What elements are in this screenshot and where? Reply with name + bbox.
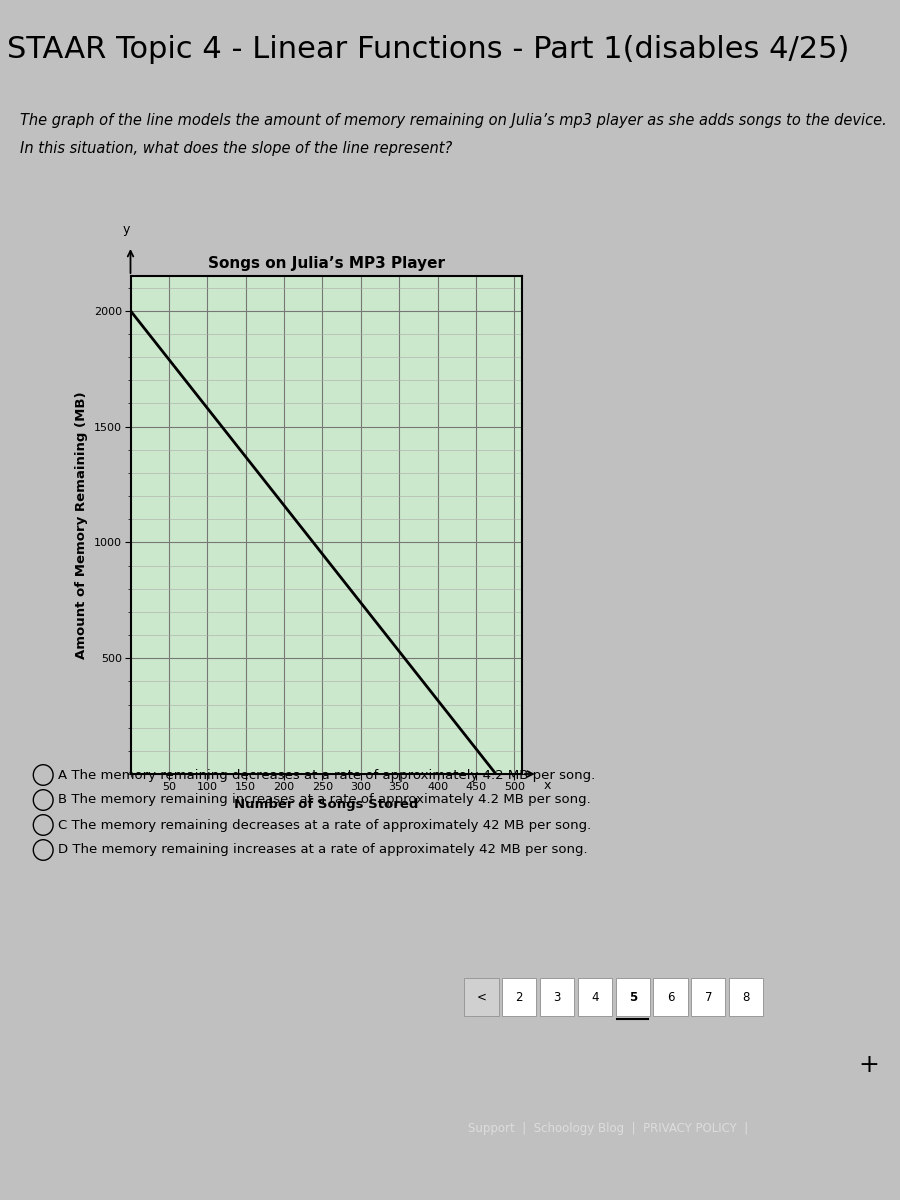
Text: 7: 7 (705, 991, 712, 1003)
Text: C The memory remaining decreases at a rate of approximately 42 MB per song.: C The memory remaining decreases at a ra… (58, 818, 592, 832)
Title: Songs on Julia’s MP3 Player: Songs on Julia’s MP3 Player (208, 256, 445, 271)
FancyBboxPatch shape (578, 978, 612, 1016)
FancyBboxPatch shape (464, 978, 499, 1016)
Text: 3: 3 (554, 991, 561, 1003)
Y-axis label: Amount of Memory Remaining (MB): Amount of Memory Remaining (MB) (76, 391, 88, 659)
Text: 6: 6 (667, 991, 674, 1003)
Text: x: x (544, 779, 551, 792)
FancyBboxPatch shape (653, 978, 688, 1016)
Text: A The memory remaining decreases at a rate of approximately 4.2 MB per song.: A The memory remaining decreases at a ra… (58, 768, 596, 781)
FancyBboxPatch shape (502, 978, 536, 1016)
Text: In this situation, what does the slope of the line represent?: In this situation, what does the slope o… (20, 142, 452, 156)
Text: 2: 2 (516, 991, 523, 1003)
Text: 4: 4 (591, 991, 599, 1003)
Text: D The memory remaining increases at a rate of approximately 42 MB per song.: D The memory remaining increases at a ra… (58, 844, 588, 857)
Text: 5: 5 (628, 991, 637, 1003)
X-axis label: Number of Songs Stored: Number of Songs Stored (234, 798, 418, 811)
Text: <: < (477, 991, 486, 1003)
Text: Support  |  Schoology Blog  |  PRIVACY POLICY  |: Support | Schoology Blog | PRIVACY POLIC… (468, 1122, 748, 1135)
FancyBboxPatch shape (691, 978, 725, 1016)
FancyBboxPatch shape (729, 978, 763, 1016)
Text: STAAR Topic 4 - Linear Functions - Part 1(disables 4/25): STAAR Topic 4 - Linear Functions - Part … (7, 35, 850, 64)
Text: 8: 8 (742, 991, 750, 1003)
Text: +: + (858, 1054, 879, 1078)
FancyBboxPatch shape (616, 978, 650, 1016)
Text: The graph of the line models the amount of memory remaining on Julia’s mp3 playe: The graph of the line models the amount … (20, 114, 886, 128)
FancyBboxPatch shape (540, 978, 574, 1016)
Text: y: y (123, 223, 130, 236)
Text: B The memory remaining increases at a rate of approximately 4.2 MB per song.: B The memory remaining increases at a ra… (58, 793, 591, 806)
